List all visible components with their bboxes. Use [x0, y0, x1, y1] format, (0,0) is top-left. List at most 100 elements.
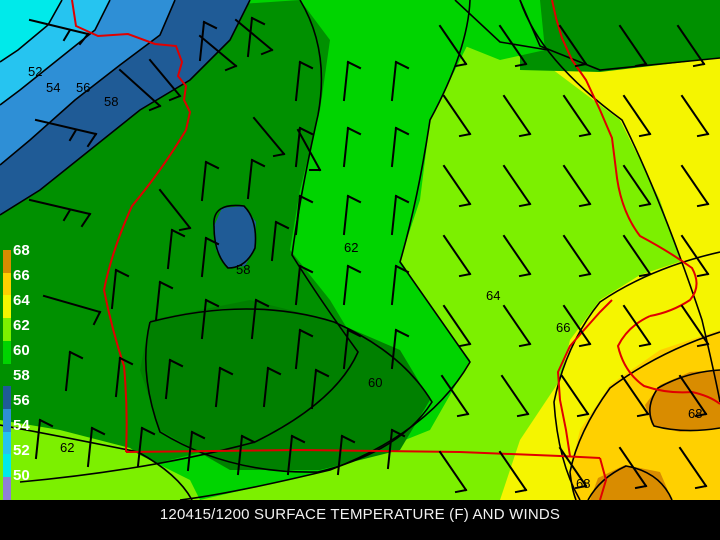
colorbar-band [3, 386, 11, 410]
wind-barb [390, 60, 410, 102]
wind-barb [390, 194, 410, 236]
colorbar-band [3, 363, 11, 387]
wind-barb [198, 34, 238, 72]
colorbar-band [3, 318, 11, 341]
wind-barb [680, 94, 710, 138]
region-59-south-blob [140, 300, 430, 470]
contour-label-layer: 52 54 56 58 58 62 64 66 60 68 62 68 [28, 64, 702, 491]
wind-barb [28, 18, 90, 46]
wind-barb [42, 294, 102, 326]
wind-barb [676, 24, 706, 68]
region-51 [0, 0, 62, 62]
wind-barb [200, 236, 220, 278]
wind-barb [336, 434, 356, 476]
wind-barb [502, 234, 532, 278]
wind-barb [618, 24, 648, 68]
wind-barb [286, 434, 306, 476]
wind-barb [562, 94, 592, 138]
region-69-south [590, 465, 672, 500]
wind-barb [620, 374, 650, 418]
contour-label: 60 [368, 375, 382, 390]
wind-barb [558, 24, 588, 68]
wind-barb [562, 164, 592, 208]
wind-barb [310, 368, 330, 410]
wind-barb [680, 164, 710, 208]
wind-barb [618, 446, 648, 490]
wind-barb [438, 450, 468, 494]
temperature-map-canvas[interactable]: 52 54 56 58 58 62 64 66 60 68 62 68 68 66… [0, 0, 720, 500]
wind-barb [250, 298, 270, 340]
wind-barb [502, 94, 532, 138]
colorbar-tick-label: 52 [13, 442, 30, 459]
colorbar-band [3, 431, 11, 455]
wind-barb [294, 264, 314, 306]
wind-barb [342, 264, 362, 306]
wind-barb [148, 58, 182, 102]
wind-barb [234, 18, 274, 56]
wind-barb-layer [28, 16, 710, 494]
wind-barb [442, 94, 472, 138]
wind-barb [622, 234, 652, 278]
wind-barb [200, 298, 220, 340]
wind-barb [678, 374, 708, 418]
contour-label: 54 [46, 80, 60, 95]
colorbar-band [3, 295, 11, 319]
wind-barb [498, 450, 528, 494]
wind-barb [442, 234, 472, 278]
wind-barb [86, 426, 106, 468]
wind-barb [678, 446, 708, 490]
wind-barb [186, 430, 206, 472]
wind-barb [114, 356, 134, 398]
state-boundary-lines [71, 0, 720, 500]
colorbar-band [3, 340, 11, 364]
wind-barb [270, 220, 290, 262]
wind-barb [390, 328, 410, 370]
wind-barb [562, 234, 592, 278]
wind-barb [498, 24, 528, 68]
contour-label: 64 [486, 288, 500, 303]
colorbar-tick-label: 56 [13, 392, 30, 409]
wind-barb [154, 280, 174, 322]
wind-barb [294, 60, 314, 102]
wind-barb [118, 68, 162, 112]
temperature-field [0, 0, 720, 500]
wind-barb [110, 268, 130, 310]
contour-label: 52 [28, 64, 42, 79]
wind-barb [622, 164, 652, 208]
wind-barb [164, 358, 184, 400]
colorbar-band [3, 272, 11, 296]
wind-barb [252, 116, 286, 158]
wind-barb [386, 428, 406, 470]
contour-label: 68 [576, 476, 590, 491]
contour-label: 58 [104, 94, 118, 109]
contour-label: 58 [236, 262, 250, 277]
wind-barb [342, 60, 362, 102]
wind-barb [442, 304, 472, 348]
wind-barb [28, 198, 92, 228]
wind-barb [622, 304, 652, 348]
wind-barb [562, 304, 592, 348]
wind-barb [200, 160, 220, 202]
wind-barb [262, 366, 282, 408]
wind-barb [246, 16, 266, 58]
region-57-pocket [214, 206, 256, 268]
colorbar-tick-label: 60 [13, 342, 30, 359]
colorbar-tick-label: 58 [13, 367, 30, 384]
temperature-colorbar[interactable] [3, 250, 11, 500]
wind-barb [34, 418, 54, 460]
contour-label: 66 [556, 320, 570, 335]
wind-barb [296, 128, 322, 172]
wind-barb [680, 304, 710, 348]
wind-barb [64, 350, 84, 392]
wind-barb [136, 426, 156, 468]
colorbar-tick-label: 54 [13, 417, 30, 434]
colorbar-tick-label: 66 [13, 267, 30, 284]
wind-barb [500, 374, 530, 418]
wind-barb [158, 188, 192, 232]
wind-barb [442, 164, 472, 208]
wind-barb [502, 304, 532, 348]
title-bar: 120415/1200 SURFACE TEMPERATURE (F) AND … [0, 500, 720, 540]
contour-label: 68 [688, 406, 702, 421]
wind-barb [558, 446, 588, 490]
